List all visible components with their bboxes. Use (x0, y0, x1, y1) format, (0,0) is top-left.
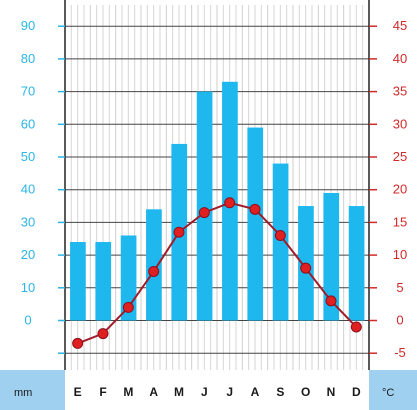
right-tick-label: 45 (393, 18, 407, 33)
left-tick-label: 90 (21, 18, 35, 33)
temperature-point (224, 197, 236, 209)
temperature-polyline (77, 201, 358, 345)
month-label: F (99, 385, 106, 399)
left-tick-label: 50 (21, 149, 35, 164)
month-label: O (301, 385, 310, 399)
month-label: A (149, 385, 158, 399)
temperature-point (72, 337, 84, 349)
temperature-point (350, 321, 362, 333)
right-tick-label: 35 (393, 84, 407, 99)
precipitation-bar (95, 242, 112, 321)
right-tick-label: 40 (393, 51, 407, 66)
right-tick-label: -5 (394, 345, 406, 360)
temperature-point (274, 229, 286, 241)
left-tick-label: 70 (21, 84, 35, 99)
precipitation-bar (120, 235, 137, 321)
left-tick-label: 30 (21, 214, 35, 229)
left-tick-label: 40 (21, 182, 35, 197)
temperature-point (97, 328, 109, 340)
precipitation-bar (146, 209, 162, 321)
precipitation-bar (196, 91, 213, 321)
left-tick-label: 10 (21, 280, 35, 295)
right-tick-label: 30 (393, 116, 407, 131)
temperature-point (173, 226, 185, 238)
temperature-line (72, 197, 362, 349)
temperature-point (249, 203, 261, 215)
right-tick-label: 0 (396, 313, 403, 328)
right-tick-label: 20 (393, 182, 407, 197)
precipitation-bar (348, 206, 365, 321)
month-label: J (201, 385, 208, 399)
right-unit-label: °C (382, 387, 394, 399)
precipitation-bar (323, 192, 340, 321)
month-label: S (276, 385, 284, 399)
left-tick-label: 60 (21, 116, 35, 131)
axes (58, 0, 377, 370)
right-tick-label: 10 (393, 247, 407, 262)
left-tick-label: 0 (24, 313, 31, 328)
month-label: E (74, 385, 82, 399)
right-tick-label: 15 (393, 214, 407, 229)
month-label: A (251, 385, 260, 399)
precipitation-bar (272, 163, 289, 321)
month-label: D (352, 385, 361, 399)
left-tick-label: 20 (21, 247, 35, 262)
labels: 0 10 20 30 40 50 60 70 80 90 -5 0 5 10 15 20 25 30 35 40 45 E… (21, 18, 407, 399)
temperature-point (148, 265, 160, 277)
month-label: M (123, 385, 133, 399)
left-tick-label: 80 (21, 51, 35, 66)
precipitation-bar (70, 242, 86, 321)
temperature-point (198, 207, 210, 219)
temperature-point (122, 301, 134, 313)
temperature-point (325, 295, 337, 307)
temperature-point (300, 262, 312, 274)
right-tick-label: 25 (393, 149, 407, 164)
month-label: M (174, 385, 184, 399)
month-label: J (226, 385, 233, 399)
left-unit-label: mm (14, 387, 32, 399)
month-label: N (327, 385, 336, 399)
precipitation-bar (247, 127, 264, 321)
right-tick-label: 5 (396, 280, 403, 295)
month-strip (65, 370, 369, 410)
